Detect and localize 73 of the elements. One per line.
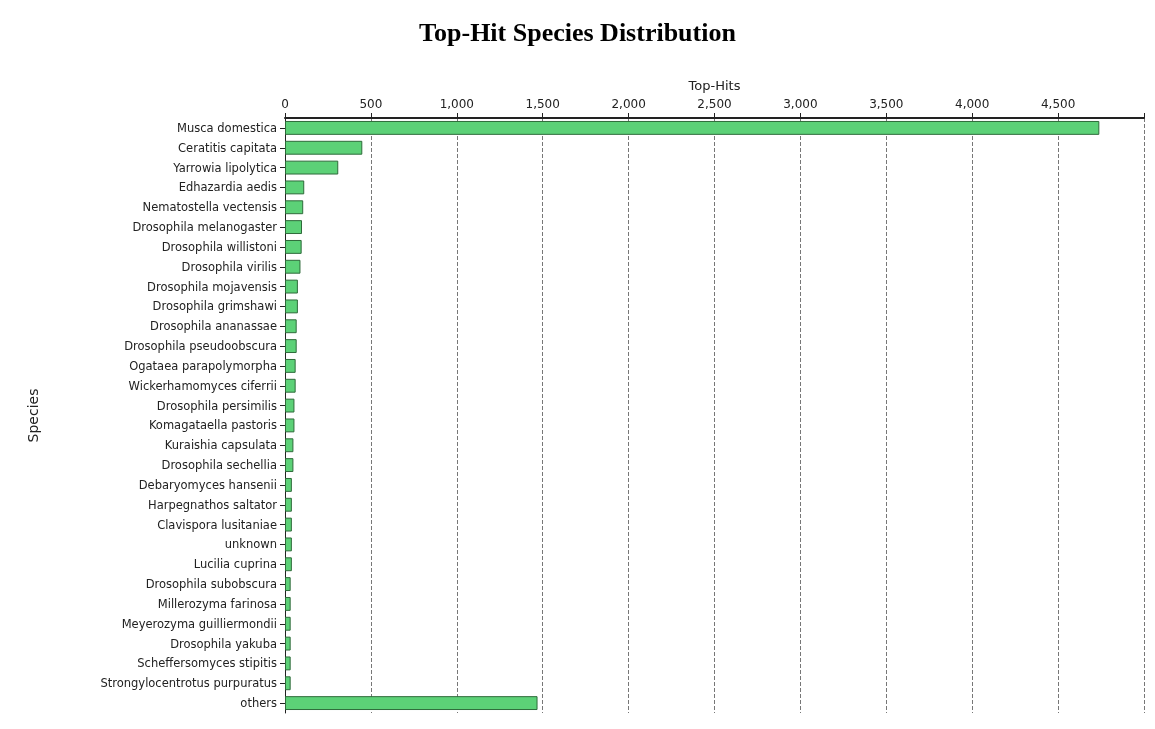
bar xyxy=(285,180,305,195)
bar xyxy=(285,220,303,235)
bar xyxy=(285,517,292,532)
bar xyxy=(285,279,298,294)
x-tick-label: 500 xyxy=(359,97,383,111)
bar xyxy=(285,696,538,711)
y-tick-label: Harpegnathos saltator xyxy=(148,497,278,512)
y-tick-label: Debaryomyces hansenii xyxy=(138,477,277,492)
y-tick-label: Scheffersomyces stipitis xyxy=(137,656,277,671)
y-tick-label: others xyxy=(240,696,277,711)
y-tick-label: Clavispora lusitaniae xyxy=(157,517,277,532)
y-tick-label: Drosophila sechellia xyxy=(161,458,277,473)
bar xyxy=(285,358,296,373)
bar xyxy=(285,418,295,433)
bar xyxy=(285,160,339,175)
y-tick-label: Kuraishia capsulata xyxy=(164,438,277,453)
x-tick-label: 4,000 xyxy=(955,97,990,111)
y-tick-label: Drosophila mojavensis xyxy=(147,279,278,294)
x-tick-label: 2,000 xyxy=(611,97,646,111)
bar xyxy=(285,616,291,631)
y-tick-label: Drosophila ananassae xyxy=(150,319,277,334)
y-axis-title: Species xyxy=(25,388,41,443)
y-tick-label: Wickerhamomyces ciferrii xyxy=(128,378,277,393)
bar xyxy=(285,120,1100,135)
x-tick-label: 4,500 xyxy=(1040,97,1076,111)
y-tick-label: Ceratitis capitata xyxy=(178,140,277,155)
y-tick-label: Drosophila grimshawi xyxy=(152,299,277,314)
y-tick-label: Drosophila yakuba xyxy=(170,636,277,651)
y-tick-label: Meyerozyma guilliermondii xyxy=(121,616,277,631)
bar xyxy=(285,676,291,691)
bar xyxy=(285,200,304,215)
y-tick-label: Ogataea parapolymorpha xyxy=(129,358,277,373)
y-tick-label: Musca domestica xyxy=(177,120,277,135)
y-tick-label: Drosophila persimilis xyxy=(156,398,277,413)
bar xyxy=(285,140,363,155)
bar xyxy=(285,596,291,611)
y-tick-label: Drosophila willistoni xyxy=(161,239,277,254)
y-tick-label: Nematostella vectensis xyxy=(142,200,277,215)
x-axis-title: Top-Hits xyxy=(687,78,741,93)
bar xyxy=(285,636,291,651)
bar xyxy=(285,557,292,572)
y-tick-label: Strongylocentrotus purpuratus xyxy=(100,676,277,691)
x-tick-label: 2,500 xyxy=(697,97,732,111)
bar xyxy=(285,339,297,354)
bar xyxy=(285,239,302,254)
x-tick-label: 1,500 xyxy=(525,97,560,111)
y-tick-label: Komagataella pastoris xyxy=(148,418,278,433)
y-tick-label: unknown xyxy=(224,537,277,552)
bar xyxy=(285,398,295,413)
bar xyxy=(285,458,294,473)
y-tick-label: Yarrowia lipolytica xyxy=(172,160,277,175)
bar xyxy=(285,577,291,592)
y-tick-label: Lucilia cuprina xyxy=(193,557,277,572)
bar xyxy=(285,438,294,453)
x-tick-label: 3,500 xyxy=(869,97,904,111)
y-tick-label: Drosophila pseudoobscura xyxy=(124,339,277,354)
chart-title: Top-Hit Species Distribution xyxy=(419,17,737,47)
bar xyxy=(285,537,292,552)
bar xyxy=(285,497,292,512)
bar xyxy=(285,378,296,393)
y-tick-label: Drosophila melanogaster xyxy=(132,220,278,235)
bar xyxy=(285,319,297,334)
y-tick-label: Drosophila subobscura xyxy=(145,577,277,592)
y-tick-label: Edhazardia aedis xyxy=(178,180,277,195)
x-tick-label: 0 xyxy=(281,97,289,111)
x-tick-label: 3,000 xyxy=(783,97,818,111)
bar xyxy=(285,299,298,314)
bar xyxy=(285,259,301,274)
y-tick-label: Millerozyma farinosa xyxy=(157,596,277,611)
bar xyxy=(285,656,291,671)
bar xyxy=(285,477,292,492)
y-tick-label: Drosophila virilis xyxy=(181,259,277,274)
x-tick-label: 1,000 xyxy=(439,97,474,111)
